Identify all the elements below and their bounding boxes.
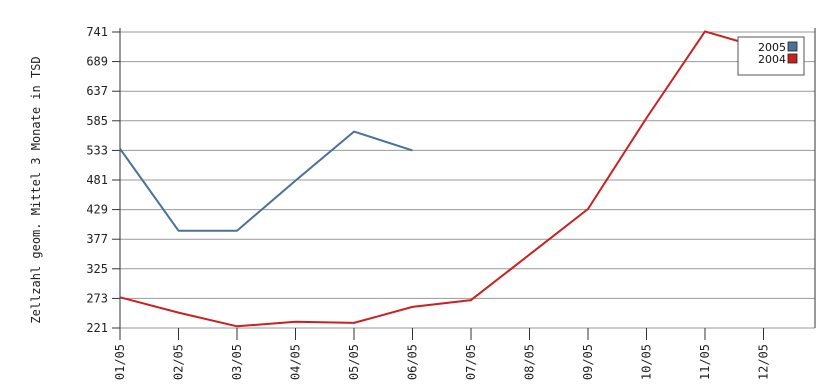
y-tick-label: 741 (86, 25, 108, 39)
series-line-2004 (119, 30, 764, 328)
x-tick-label: 02/05 (172, 344, 186, 380)
x-tick-label: 01/05 (113, 344, 127, 380)
legend-swatch-2005 (787, 41, 798, 52)
x-tick-label: 09/05 (581, 344, 595, 380)
series-lines (119, 30, 764, 328)
y-tick-label: 481 (86, 173, 108, 187)
y-axis-label: Zellzahl geom. Mittel 3 Monate in TSD (29, 56, 43, 323)
legend-label-2004: 2004 (758, 53, 786, 66)
y-tick-label: 429 (86, 203, 108, 217)
y-tick-label: 689 (86, 55, 108, 69)
x-tick-label: 04/05 (289, 344, 303, 380)
x-tick-label: 08/05 (523, 344, 537, 380)
series-line-2005 (119, 130, 413, 232)
y-tick-label: 533 (86, 143, 108, 157)
x-tick-label: 03/05 (230, 344, 244, 380)
x-tick-label: 12/05 (757, 344, 771, 380)
y-tick-label: 377 (86, 232, 108, 246)
x-tick-label: 06/05 (406, 344, 420, 380)
grid (120, 31, 815, 329)
x-tick-label: 10/05 (640, 344, 654, 380)
legend-label-2005: 2005 (758, 41, 786, 54)
x-tick-label: 07/05 (464, 344, 478, 380)
legend-swatch-2004 (787, 53, 798, 64)
axes: 221 273 325 377 429 481 533 585 637 689 741 01/05 02… (86, 25, 816, 380)
y-tick-label: 637 (86, 84, 108, 98)
y-tick-label: 273 (86, 291, 108, 305)
y-tick-label: 221 (86, 321, 108, 335)
y-tick-label: 325 (86, 262, 108, 276)
x-tick-label: 11/05 (698, 344, 712, 380)
y-tick-label: 585 (86, 114, 108, 128)
x-tick-label: 05/05 (347, 344, 361, 380)
